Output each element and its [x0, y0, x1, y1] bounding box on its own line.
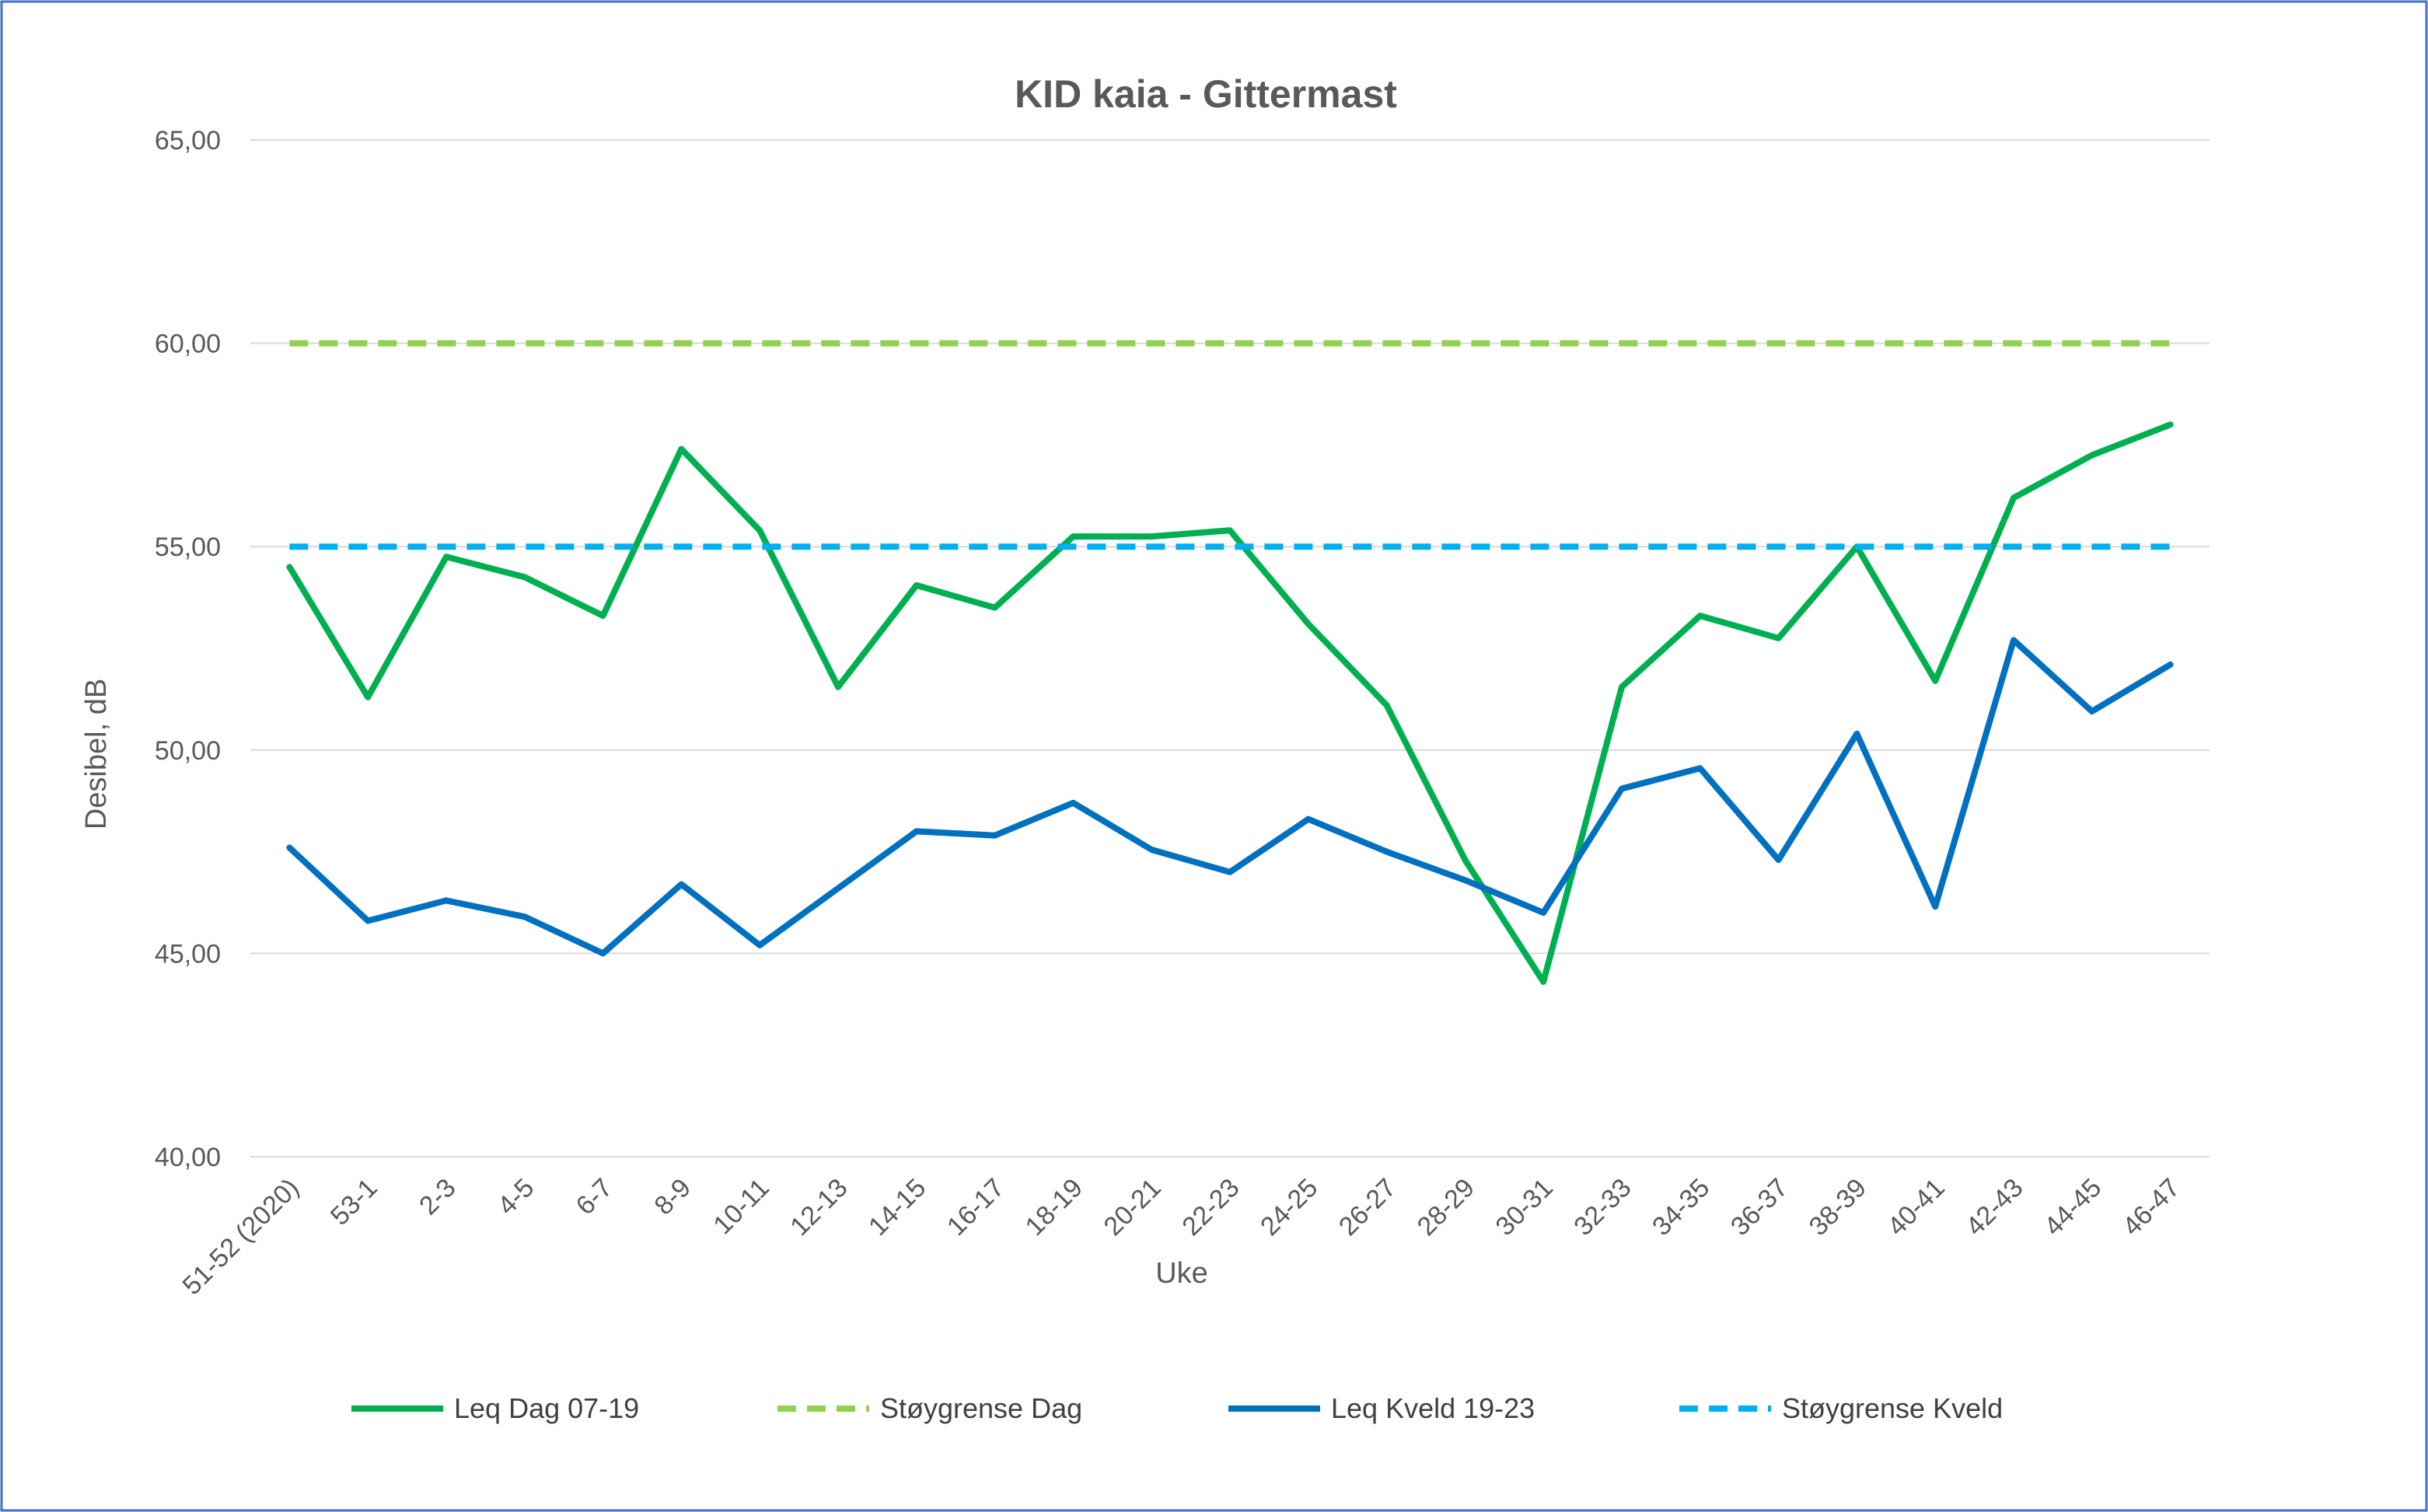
- series-lines: [286, 340, 2174, 985]
- legend-label: Leq Kveld 19-23: [1331, 1392, 1535, 1424]
- y-tick-label: 50,00: [155, 736, 221, 766]
- legend-label: Leq Dag 07-19: [454, 1392, 639, 1424]
- y-axis-title: Desibel, dB: [80, 679, 113, 829]
- y-tick-label: 60,00: [155, 330, 221, 359]
- y-tick-label: 40,00: [155, 1143, 221, 1172]
- legend: Leq Dag 07-19 Støygrense Dag Leq Kveld 19-…: [351, 1392, 2003, 1424]
- y-tick-label: 45,00: [155, 939, 221, 969]
- x-axis-title: Uke: [1155, 1257, 1208, 1290]
- legend-label: Støygrense Dag: [880, 1392, 1082, 1424]
- gridlines: [250, 139, 2210, 1158]
- chart-title: KID kaia - Gittermast: [1015, 72, 1397, 116]
- y-tick-label: 65,00: [155, 126, 221, 155]
- series-line-leq-kveld-19-23: [286, 637, 2174, 957]
- y-axis-tick-labels: 40,00 45,00 50,00 55,00 60,00 65,00: [155, 126, 221, 1172]
- y-tick-label: 55,00: [155, 533, 221, 562]
- legend-label: Støygrense Kveld: [1782, 1392, 2003, 1424]
